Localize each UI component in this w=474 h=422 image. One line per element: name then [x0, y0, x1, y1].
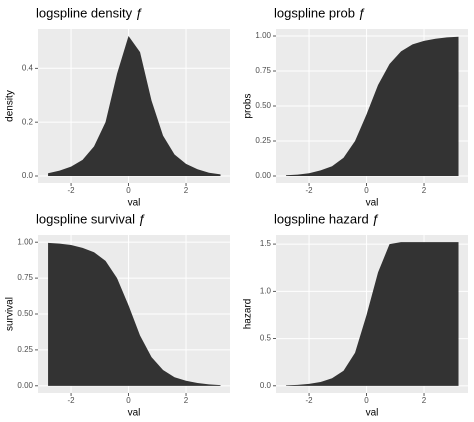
y-tick-label: 0.25: [255, 136, 271, 145]
y-tick-label: 1.5: [260, 239, 272, 248]
x-tick-label: -2: [67, 186, 75, 195]
x-axis-label: val: [128, 408, 141, 419]
y-axis-label: density: [5, 90, 16, 122]
y-tick-label: 1.00: [17, 237, 33, 246]
y-tick-label: 0.5: [260, 334, 272, 343]
x-tick-label: -2: [305, 186, 313, 195]
chart-title: logspline survival ƒ: [36, 211, 146, 226]
x-axis-label: val: [366, 198, 379, 209]
x-tick-label: 0: [364, 396, 369, 405]
area: [286, 242, 459, 386]
y-axis-label: survival: [5, 297, 16, 331]
y-tick-label: 0.75: [255, 66, 271, 75]
y-tick-label: 0.2: [22, 117, 34, 126]
x-tick-label: 2: [184, 186, 189, 195]
area: [48, 242, 221, 386]
y-tick-label: 0.25: [17, 345, 33, 354]
y-tick-label: 0.0: [260, 381, 272, 390]
x-tick-label: 0: [126, 396, 131, 405]
x-axis-label: val: [366, 408, 379, 419]
y-tick-label: 0.75: [17, 273, 33, 282]
y-axis-label: hazard: [243, 299, 254, 330]
x-tick-label: 2: [422, 396, 427, 405]
y-tick-label: 0.4: [22, 63, 34, 72]
area: [48, 36, 221, 176]
chart-title: logspline density ƒ: [36, 5, 143, 20]
x-axis-label: val: [128, 198, 141, 209]
y-tick-label: 0.0: [22, 171, 34, 180]
y-tick-label: 1.0: [260, 286, 272, 295]
y-tick-label: 1.00: [255, 31, 271, 40]
chart-title: logspline prob ƒ: [274, 5, 366, 20]
y-tick-label: 0.50: [17, 309, 33, 318]
y-axis-label: probs: [243, 93, 254, 118]
x-tick-label: 0: [364, 186, 369, 195]
area: [286, 36, 459, 177]
x-tick-label: -2: [67, 396, 75, 405]
x-tick-label: 2: [422, 186, 427, 195]
y-tick-label: 0.50: [255, 101, 271, 110]
x-tick-label: -2: [305, 396, 313, 405]
y-tick-label: 0.00: [17, 381, 33, 390]
chart-title: logspline hazard ƒ: [274, 211, 380, 226]
x-tick-label: 2: [184, 396, 189, 405]
x-tick-label: 0: [126, 186, 131, 195]
y-tick-label: 0.00: [255, 171, 271, 180]
